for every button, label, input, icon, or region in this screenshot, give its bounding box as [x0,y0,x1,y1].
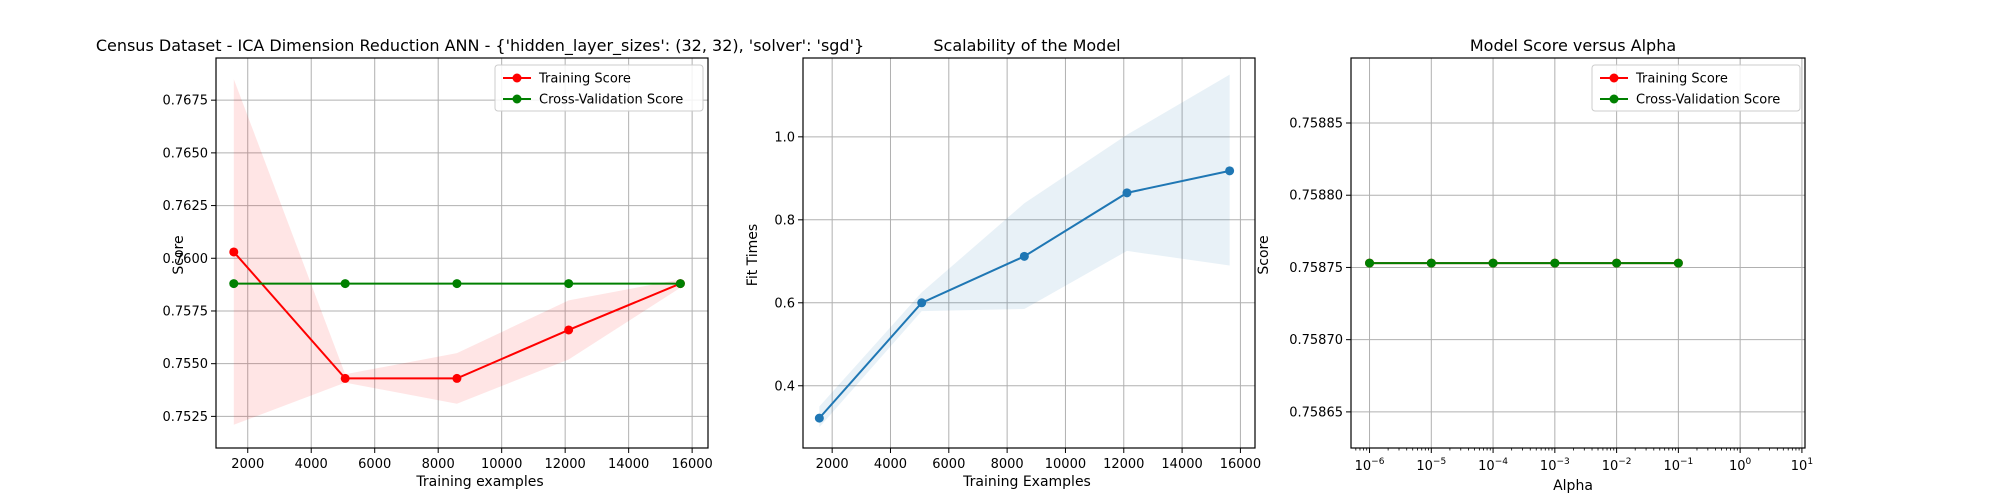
x-tick-label: 14000 [1161,457,1202,472]
confidence-band [819,74,1230,428]
x-tick-label: 12000 [544,457,585,472]
x-tick-label: 10−5 [1416,457,1446,474]
x-tick-label: 6000 [358,457,391,472]
learning-curve-panel: Census Dataset - ICA Dimension Reduction… [96,36,864,490]
data-point [1365,258,1375,268]
y-tick-label: 0.7650 [163,146,209,161]
legend-entry: Training Score [1635,72,1728,87]
data-point [564,325,574,335]
data-point [917,298,927,308]
axes-frame [215,57,709,449]
y-tick-label: 0.7575 [163,304,209,319]
x-axis-label: Training examples [415,474,543,490]
y-tick-label: 0.7525 [163,410,209,425]
data-point [340,373,350,383]
y-tick-label: 0.7625 [163,199,209,214]
y-axis-label: Fit Times [745,224,761,286]
data-point [1673,258,1683,268]
x-tick-label: 10−4 [1478,457,1508,474]
y-tick-label: 1.0 [774,130,795,145]
legend: Training Score Cross-Validation Score [494,64,704,112]
x-tick-label: 10−3 [1540,457,1570,474]
legend-box [1591,64,1801,112]
chart-title: Model Score versus Alpha [1470,36,1676,55]
x-tick-label: 8000 [991,457,1024,472]
x-tick-label: 101 [1791,457,1813,474]
y-tick-label: 0.75865 [1289,405,1343,420]
y-tick-label: 0.7600 [163,252,209,267]
x-tick-label: 10000 [481,457,522,472]
x-tick-label: 14000 [608,457,649,472]
y-tick-label: 0.75880 [1289,189,1343,204]
y-tick-label: 0.75875 [1289,261,1343,276]
data-point [564,279,574,289]
scalability-panel: Scalability of the Model Training Exampl… [745,36,1261,490]
x-tick-label: 4000 [874,457,907,472]
data-point [452,279,462,289]
x-tick-label: 12000 [1103,457,1144,472]
x-axis-label: Training Examples [962,474,1091,490]
y-axis-label: Score [171,235,187,274]
legend-marker [512,94,522,104]
x-tick-label: 2000 [816,457,849,472]
x-tick-label: 10−2 [1602,457,1632,474]
data-point [1550,258,1560,268]
x-tick-label: 10−1 [1663,457,1693,474]
data-point [340,279,350,289]
y-tick-label: 0.6 [774,296,795,311]
y-tick-label: 0.75870 [1289,333,1343,348]
y-tick-label: 0.75885 [1289,117,1343,132]
x-tick-label: 16000 [671,457,712,472]
legend-entry: Training Score [538,72,631,87]
x-tick-label: 8000 [422,457,455,472]
chart-title: Scalability of the Model [933,36,1120,55]
x-tick-label: 2000 [231,457,264,472]
confidence-band [233,79,681,425]
legend-marker [512,73,522,83]
x-tick-label: 10−6 [1355,457,1385,474]
legend-marker [1609,94,1619,104]
legend: Training Score Cross-Validation Score [1591,64,1801,112]
data-point [1019,251,1029,261]
legend-entry: Cross-Validation Score [539,93,683,108]
x-tick-label: 10000 [1045,457,1086,472]
plot-area [803,58,1255,448]
data-point [452,373,462,383]
x-tick-label: 4000 [295,457,328,472]
x-axis-label: Alpha [1553,478,1593,494]
data-point [229,279,239,289]
y-axis-label: Score [1256,235,1272,274]
legend-marker [1609,73,1619,83]
y-tick-label: 0.4 [774,379,795,394]
axes-frame [802,57,1256,449]
data-point [1225,166,1235,176]
x-tick-label: 16000 [1220,457,1261,472]
x-tick-label: 6000 [932,457,965,472]
data-point [814,413,824,423]
data-point [1426,258,1436,268]
axes-frame [1350,57,1806,449]
data-point [1122,188,1132,198]
legend-box [494,64,704,112]
data-point [1612,258,1622,268]
y-tick-label: 0.7675 [163,94,209,109]
chart-title: Census Dataset - ICA Dimension Reduction… [96,36,864,56]
y-tick-label: 0.8 [774,213,795,228]
data-point [675,279,685,289]
alpha-panel: Model Score versus Alpha Alpha Score 10−… [1256,36,1813,494]
plot-area [1351,58,1805,451]
data-point [229,247,239,257]
y-tick-label: 0.7550 [163,357,209,372]
data-point [1488,258,1498,268]
legend-entry: Cross-Validation Score [1636,93,1780,108]
x-tick-label: 100 [1729,457,1752,474]
